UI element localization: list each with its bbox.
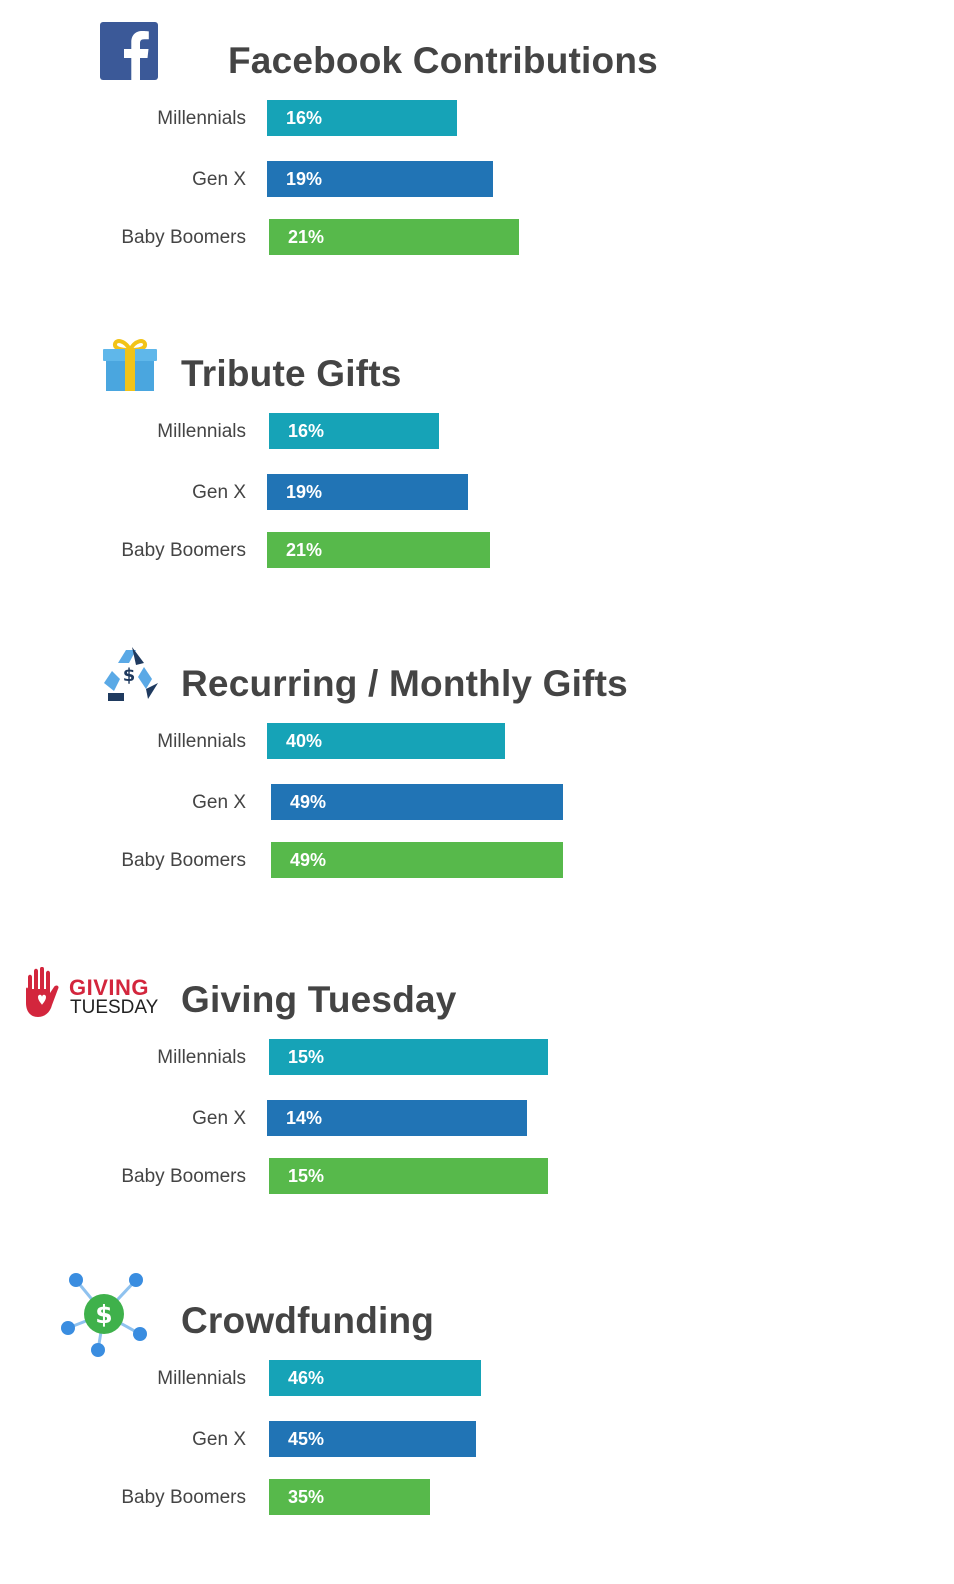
bar-row-baby-boomers: Baby Boomers 21%: [0, 532, 954, 568]
category-label: Gen X: [192, 169, 246, 190]
bar-gen-x: 19%: [267, 161, 493, 197]
facebook-icon: [100, 22, 158, 80]
bar-gen-x: 45%: [269, 1421, 476, 1457]
bar-row-baby-boomers: Baby Boomers 21%: [0, 219, 954, 255]
gift-icon: [103, 339, 157, 391]
bar-baby-boomers: 35%: [269, 1479, 430, 1515]
data-label: 21%: [286, 540, 323, 560]
bar-gen-x: 19%: [267, 474, 468, 510]
category-label: Millennials: [157, 1047, 246, 1068]
data-label: 19%: [286, 169, 323, 189]
category-label: Baby Boomers: [121, 1166, 246, 1187]
bar-baby-boomers: 21%: [269, 219, 519, 255]
chart-section-recurring-monthly-gifts: $ Recurring / Monthly Gifts Millennials 4…: [0, 623, 954, 923]
bar-row-gen-x: Gen X 14%: [0, 1100, 954, 1136]
bar-gen-x: 14%: [267, 1100, 527, 1136]
category-label: Baby Boomers: [121, 850, 246, 871]
bar-millennials: 15%: [269, 1039, 548, 1075]
data-label: 19%: [286, 482, 323, 502]
category-label: Gen X: [192, 1108, 246, 1129]
giving-tuesday-logo-line2: TUESDAY: [70, 997, 159, 1018]
bar-millennials: 16%: [269, 413, 439, 449]
chart-title: Facebook Contributions: [228, 40, 658, 81]
category-label: Millennials: [157, 421, 246, 442]
category-label: Millennials: [157, 731, 246, 752]
category-label: Millennials: [157, 108, 246, 129]
bar-row-millennials: Millennials 16%: [0, 413, 954, 449]
chart-section-crowdfunding: $ Crowdfunding Millennials 46% Gen X 45% Bab…: [0, 1260, 954, 1560]
bar-baby-boomers: 15%: [269, 1158, 548, 1194]
bar-row-baby-boomers: Baby Boomers 15%: [0, 1158, 954, 1194]
chart-section-facebook-contributions: Facebook Contributions Millennials 16% Gen…: [0, 0, 954, 300]
category-label: Baby Boomers: [121, 540, 246, 561]
chart-title: Recurring / Monthly Gifts: [181, 663, 628, 704]
giving-tuesday-logo-line1: GIVING: [69, 975, 150, 1000]
bar-row-gen-x: Gen X 49%: [0, 784, 954, 820]
chart-section-giving-tuesday: GIVING TUESDAY Giving Tuesday Millennial…: [0, 939, 954, 1239]
data-label: 15%: [288, 1047, 325, 1067]
data-label: 16%: [286, 108, 323, 128]
crowdfunding-network-icon: $: [61, 1273, 147, 1357]
bar-millennials: 16%: [267, 100, 457, 136]
bar-row-millennials: Millennials 16%: [0, 100, 954, 136]
bar-row-baby-boomers: Baby Boomers 49%: [0, 842, 954, 878]
chart-title: Crowdfunding: [181, 1300, 435, 1341]
bar-row-gen-x: Gen X 19%: [0, 161, 954, 197]
bar-millennials: 46%: [269, 1360, 481, 1396]
data-label: 14%: [286, 1108, 323, 1128]
svg-text:$: $: [95, 1300, 112, 1329]
bar-baby-boomers: 21%: [267, 532, 490, 568]
data-label: 16%: [288, 421, 325, 441]
bar-row-gen-x: Gen X 19%: [0, 474, 954, 510]
category-label: Millennials: [157, 1368, 246, 1389]
chart-title: Giving Tuesday: [181, 979, 457, 1020]
bar-row-baby-boomers: Baby Boomers 35%: [0, 1479, 954, 1515]
svg-text:$: $: [123, 665, 136, 686]
data-label: 49%: [290, 850, 327, 870]
data-label: 15%: [288, 1166, 325, 1186]
data-label: 45%: [288, 1429, 325, 1449]
data-label: 40%: [286, 731, 323, 751]
bar-baby-boomers: 49%: [271, 842, 563, 878]
category-label: Gen X: [192, 792, 246, 813]
chart-section-tribute-gifts: Tribute Gifts Millennials 16% Gen X 19% Baby…: [0, 313, 954, 613]
bar-gen-x: 49%: [271, 784, 563, 820]
category-label: Baby Boomers: [121, 1487, 246, 1508]
data-label: 49%: [290, 792, 327, 812]
bar-row-millennials: Millennials 46%: [0, 1360, 954, 1396]
data-label: 46%: [288, 1368, 325, 1388]
chart-title: Tribute Gifts: [181, 353, 402, 394]
bar-row-millennials: Millennials 40%: [0, 723, 954, 759]
category-label: Gen X: [192, 482, 246, 503]
recycle-dollar-icon: $: [104, 647, 158, 701]
data-label: 35%: [288, 1487, 325, 1507]
bar-row-gen-x: Gen X 45%: [0, 1421, 954, 1457]
data-label: 21%: [288, 227, 325, 247]
category-label: Gen X: [192, 1429, 246, 1450]
giving-tuesday-hand-icon: [26, 967, 59, 1017]
bar-row-millennials: Millennials 15%: [0, 1039, 954, 1075]
bar-millennials: 40%: [267, 723, 505, 759]
category-label: Baby Boomers: [121, 227, 246, 248]
